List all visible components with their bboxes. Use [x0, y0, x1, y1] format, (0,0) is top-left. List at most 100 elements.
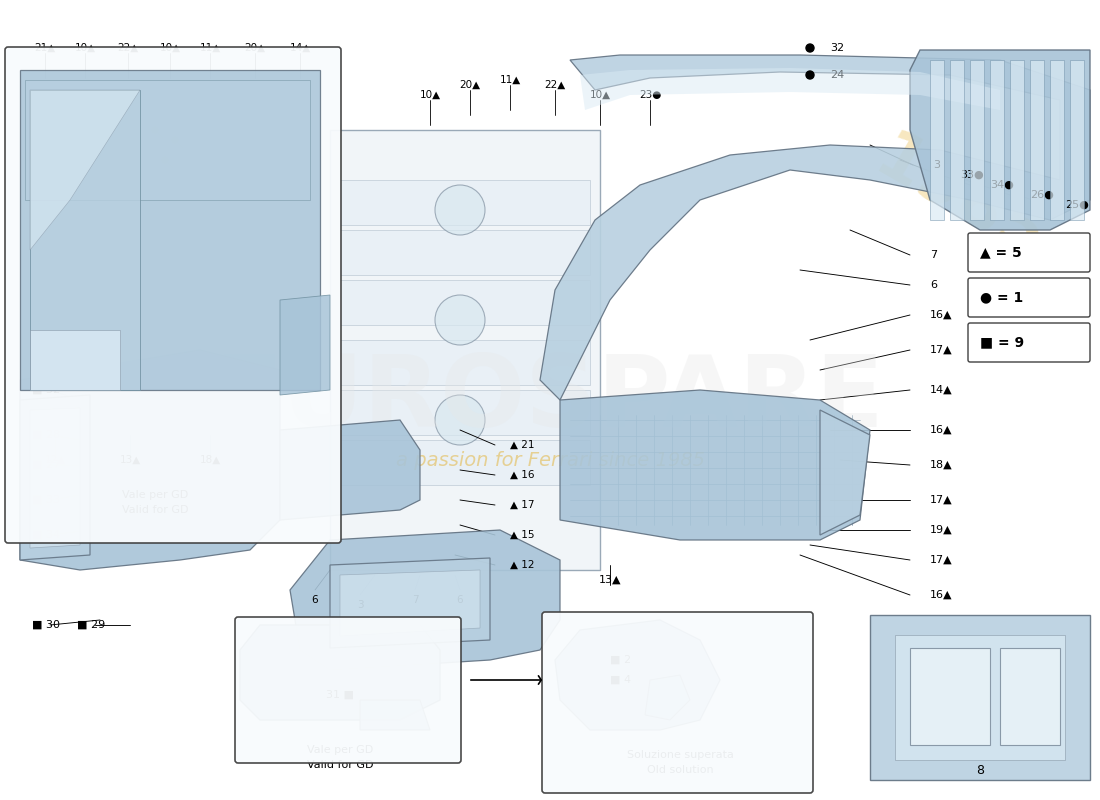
- Text: 14▲: 14▲: [930, 385, 953, 395]
- Polygon shape: [280, 420, 420, 520]
- FancyBboxPatch shape: [235, 617, 461, 763]
- Polygon shape: [340, 440, 590, 485]
- Text: 8: 8: [976, 763, 984, 777]
- Polygon shape: [540, 55, 1090, 400]
- Polygon shape: [340, 570, 480, 636]
- Text: Vale per GD: Vale per GD: [122, 490, 188, 500]
- Text: Valid for GD: Valid for GD: [307, 760, 373, 770]
- Text: 16▲: 16▲: [930, 425, 953, 435]
- Polygon shape: [895, 635, 1065, 760]
- FancyBboxPatch shape: [968, 233, 1090, 272]
- Polygon shape: [1050, 60, 1064, 220]
- Polygon shape: [30, 408, 80, 548]
- Text: 16▲: 16▲: [930, 590, 953, 600]
- Text: 22▲: 22▲: [544, 80, 565, 90]
- FancyBboxPatch shape: [968, 278, 1090, 317]
- Polygon shape: [360, 700, 430, 730]
- Polygon shape: [340, 340, 590, 385]
- Polygon shape: [556, 620, 720, 730]
- Text: ■ 2: ■ 2: [610, 655, 631, 665]
- Text: 19▲: 19▲: [930, 525, 953, 535]
- Text: 20▲: 20▲: [460, 80, 481, 90]
- Text: 17▲: 17▲: [930, 555, 953, 565]
- Text: ■ 27: ■ 27: [32, 460, 60, 470]
- Polygon shape: [240, 625, 440, 720]
- Text: 10▲: 10▲: [160, 43, 180, 53]
- Text: 7: 7: [930, 250, 937, 260]
- Text: ■ 33: ■ 33: [32, 495, 60, 505]
- Text: 32: 32: [830, 43, 844, 53]
- Polygon shape: [870, 615, 1090, 780]
- Polygon shape: [1010, 60, 1024, 220]
- Polygon shape: [30, 330, 120, 390]
- Text: 23●: 23●: [639, 90, 661, 100]
- Text: ● = 1: ● = 1: [980, 290, 1023, 304]
- Text: 18▲: 18▲: [199, 455, 221, 465]
- Polygon shape: [280, 295, 330, 395]
- Text: 31 ■: 31 ■: [326, 690, 354, 700]
- Text: ▲ 12: ▲ 12: [510, 560, 535, 570]
- Text: ■ 34: ■ 34: [32, 530, 60, 540]
- Text: 34●: 34●: [990, 180, 1014, 190]
- Text: ■ 4: ■ 4: [610, 675, 631, 685]
- Text: 26●: 26●: [1030, 190, 1054, 200]
- Text: ▲ 21: ▲ 21: [510, 440, 535, 450]
- Text: 10▲: 10▲: [590, 90, 610, 100]
- Polygon shape: [950, 60, 964, 220]
- Text: 6: 6: [456, 595, 463, 605]
- Circle shape: [434, 185, 485, 235]
- Text: Soluzione superata: Soluzione superata: [627, 750, 734, 760]
- Polygon shape: [910, 648, 990, 745]
- Circle shape: [806, 71, 814, 79]
- Text: 13▲: 13▲: [120, 455, 141, 465]
- Polygon shape: [1030, 60, 1044, 220]
- Text: 16▲: 16▲: [930, 310, 953, 320]
- Polygon shape: [20, 70, 320, 390]
- Text: EUROSPARE: EUROSPARE: [216, 351, 884, 449]
- Text: ▲ 17: ▲ 17: [510, 500, 535, 510]
- Text: ■ 32: ■ 32: [32, 385, 60, 395]
- Text: 7: 7: [411, 595, 418, 605]
- Circle shape: [434, 295, 485, 345]
- Text: ■ 30: ■ 30: [32, 620, 60, 630]
- FancyBboxPatch shape: [542, 612, 813, 793]
- Circle shape: [172, 137, 178, 143]
- Text: 12▲: 12▲: [44, 455, 66, 465]
- Text: 33●: 33●: [960, 170, 983, 180]
- Text: ▲ 16: ▲ 16: [510, 470, 535, 480]
- FancyBboxPatch shape: [6, 47, 341, 543]
- Text: 17▲: 17▲: [930, 495, 953, 505]
- Text: 3: 3: [356, 600, 363, 610]
- Text: ▲ 15: ▲ 15: [510, 530, 535, 540]
- Polygon shape: [330, 130, 600, 570]
- Polygon shape: [20, 395, 90, 560]
- Polygon shape: [340, 390, 590, 435]
- Polygon shape: [30, 90, 140, 390]
- Text: 18▲: 18▲: [930, 460, 953, 470]
- Polygon shape: [970, 60, 985, 220]
- Text: 10▲: 10▲: [75, 43, 96, 53]
- Text: 14▲: 14▲: [289, 43, 310, 53]
- Text: Vale per GD: Vale per GD: [307, 745, 373, 755]
- Text: 17▲: 17▲: [930, 345, 953, 355]
- Polygon shape: [340, 180, 590, 225]
- Text: Old solution: Old solution: [647, 765, 713, 775]
- Text: 11▲: 11▲: [199, 43, 221, 53]
- Polygon shape: [560, 390, 870, 540]
- Text: 13▲: 13▲: [598, 575, 622, 585]
- Polygon shape: [990, 60, 1004, 220]
- Polygon shape: [1000, 648, 1060, 745]
- Polygon shape: [910, 50, 1090, 230]
- Polygon shape: [20, 350, 281, 570]
- Circle shape: [152, 127, 158, 133]
- Polygon shape: [645, 675, 690, 720]
- Text: 6: 6: [930, 280, 937, 290]
- Text: ■ 28: ■ 28: [32, 430, 60, 440]
- Text: 25●: 25●: [1065, 200, 1089, 210]
- Polygon shape: [580, 68, 1000, 110]
- Text: 1985: 1985: [864, 125, 1057, 275]
- Polygon shape: [1070, 60, 1084, 220]
- Text: ■ 29: ■ 29: [77, 620, 106, 630]
- Text: ■ = 9: ■ = 9: [980, 335, 1024, 349]
- Polygon shape: [820, 410, 870, 535]
